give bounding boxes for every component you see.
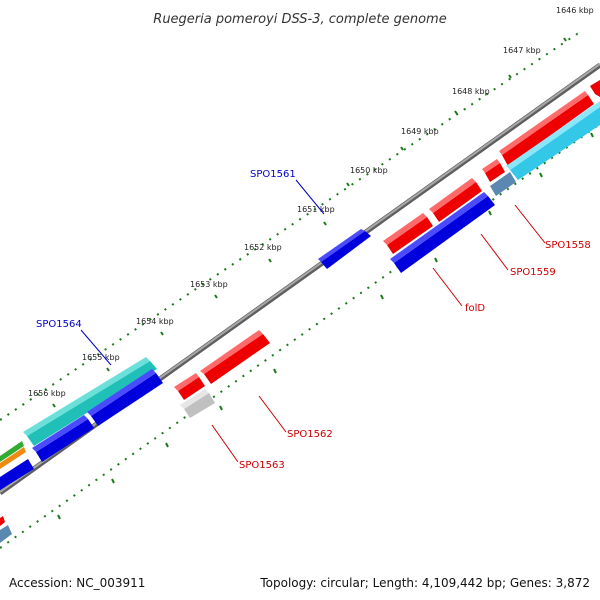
outer-major-tick: [509, 75, 511, 78]
gene-label-spo1562[interactable]: SPO1562: [287, 429, 333, 440]
outer-major-tick: [53, 404, 55, 407]
tick-label: 1649 kbp: [401, 127, 439, 136]
tick-label: 1648 kbp: [452, 87, 490, 96]
gene-label-spo1558[interactable]: SPO1558: [545, 240, 591, 251]
outer-major-tick: [161, 332, 163, 335]
inner-major-tick: [220, 406, 222, 410]
inner-major-tick: [274, 369, 276, 373]
gene-red-fragment[interactable]: [0, 516, 5, 526]
outer-major-tick: [269, 259, 271, 262]
map-title: Ruegeria pomeroyi DSS-3, complete genome: [153, 12, 446, 27]
tick-label: 1651 kbp: [297, 205, 335, 214]
tick-labels: 1646 kbp 1647 kbp 1648 kbp 1649 kbp 1650…: [28, 6, 594, 398]
inner-major-tick: [58, 515, 60, 519]
genome-map: Ruegeria pomeroyi DSS-3, complete genome…: [0, 0, 600, 600]
tick-label: 1653 kbp: [190, 280, 228, 289]
reverse-features: [0, 80, 600, 543]
gene-spo1561[interactable]: [321, 231, 371, 269]
inner-tick-ring: [0, 124, 600, 548]
outer-major-tick: [107, 368, 109, 371]
gene-steel-fragment[interactable]: [0, 525, 12, 543]
outer-major-tick: [564, 38, 566, 41]
inner-major-tick: [112, 479, 114, 483]
outer-major-tick: [324, 222, 326, 225]
outer-major-tick: [401, 147, 403, 150]
outer-major-tick: [215, 295, 217, 298]
inner-major-tick: [435, 258, 437, 262]
gene-label-spo1559[interactable]: SPO1559: [510, 267, 556, 278]
tick-label: 1656 kbp: [28, 389, 66, 398]
gene-label-spo1561[interactable]: SPO1561: [250, 169, 296, 180]
accession-text: Accession: NC_003911: [9, 576, 145, 590]
genome-summary-text: Topology: circular; Length: 4,109,442 bp…: [260, 576, 590, 590]
gene-label-fold[interactable]: folD: [465, 303, 485, 314]
tick-label: 1650 kbp: [350, 166, 388, 175]
inner-major-tick: [591, 133, 593, 137]
gene-spo1564[interactable]: [27, 361, 157, 446]
inner-dotted-ring: [0, 124, 600, 548]
gene-red-5[interactable]: [590, 80, 600, 97]
outer-major-tick: [455, 111, 457, 114]
tick-label: 1646 kbp: [556, 6, 594, 15]
tick-label: 1647 kbp: [503, 46, 541, 55]
inner-major-tick: [166, 443, 168, 447]
tick-label: 1654 kbp: [136, 317, 174, 326]
gene-label-spo1564[interactable]: SPO1564: [36, 319, 82, 330]
tick-label: 1652 kbp: [244, 243, 282, 252]
inner-major-tick: [381, 295, 383, 299]
gene-label-spo1563[interactable]: SPO1563: [239, 460, 285, 471]
gene-labels: SPO1561 SPO1564 SPO1558 SPO1559 folD SPO…: [36, 169, 591, 471]
inner-major-tick: [489, 211, 491, 215]
outer-major-tick: [347, 183, 349, 186]
inner-major-tick: [540, 173, 542, 177]
tick-label: 1655 kbp: [82, 353, 120, 362]
